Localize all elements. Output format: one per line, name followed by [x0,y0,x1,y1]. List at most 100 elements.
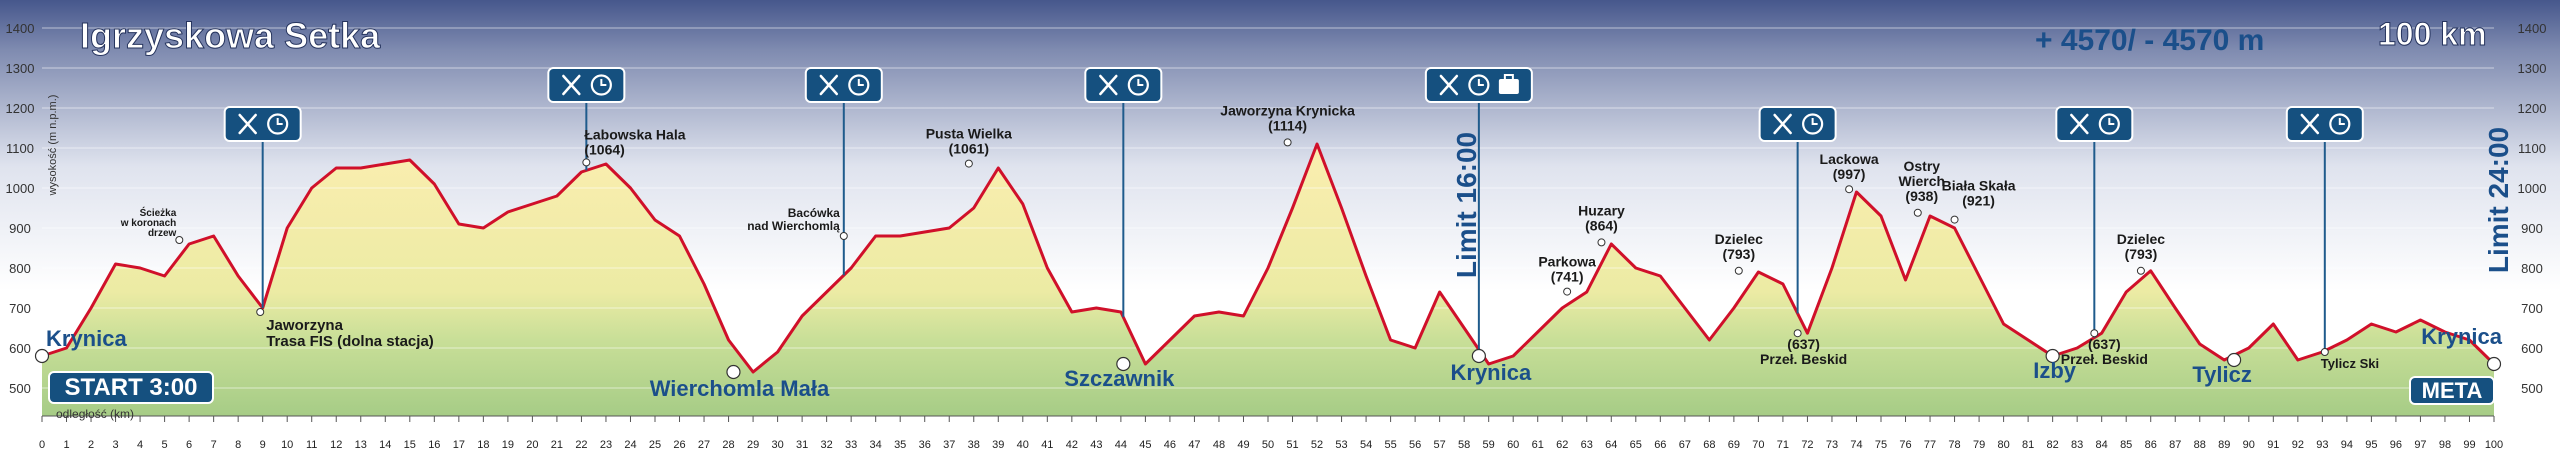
annotation-label: Przeł. Beskid [2061,351,2148,367]
x-tick-label: 87 [2169,439,2181,451]
y-tick-label: 900 [9,221,31,236]
y-tick-label: 1300 [2518,61,2547,76]
annotation-label: Lackowa [1820,151,1879,167]
axis-strip [0,416,2560,459]
x-tick-label: 84 [2096,439,2108,451]
x-tick-label: 44 [1115,439,1127,451]
annotation-label: (637) [1787,336,1820,352]
x-tick-label: 19 [502,439,514,451]
icon [857,79,864,86]
icon [2329,113,2351,135]
x-tick-label: 43 [1090,439,1102,451]
town-point [726,364,741,380]
x-tick-label: 58 [1458,439,1470,451]
x-tick-label: 15 [404,439,416,451]
x-tick-label: 55 [1384,439,1396,451]
start-box [48,371,214,404]
annotation-label: (864) [1585,217,1618,233]
x-tick-label: 65 [1630,439,1642,451]
town-label: Krynica [1451,360,1532,385]
annotation-label: Parkowa [1538,254,1596,270]
aid-station [2055,106,2134,142]
annotation-label: nad Wierchomlą [747,219,840,233]
icon [1468,74,1490,96]
annotation-label: (1114) [1268,117,1307,133]
x-tick-label: 45 [1139,439,1151,451]
x-tick-label: 3 [112,439,118,451]
x-tick-label: 5 [162,439,168,451]
y-tick-label: 800 [9,261,31,276]
y-tick-label: 1200 [2518,101,2547,116]
x-tick-label: 96 [2390,439,2402,451]
x-axis-label: odległość (km) [56,407,134,421]
annotation-point [1563,287,1572,296]
annotation-label: Łabowska Hala [584,126,685,142]
x-tick-label: 74 [1850,439,1862,451]
x-tick-label: 14 [379,439,391,451]
title: Igrzyskowa Setka [80,15,381,56]
x-tick-label: 18 [477,439,489,451]
x-tick-label: 95 [2365,439,2377,451]
y-tick-label: 900 [2521,221,2543,236]
icon [1773,113,1792,135]
station-box [2055,106,2134,142]
x-tick-label: 35 [894,439,906,451]
aid-station [1084,67,1163,103]
x-tick-label: 13 [355,439,367,451]
icon [1127,74,1149,96]
x-tick-label: 23 [600,439,612,451]
x-tick-label: 100 [2485,439,2503,451]
x-tick-label: 82 [2047,439,2059,451]
annotation-label: (793) [2125,246,2158,262]
icon [2300,113,2320,135]
town-point [2226,352,2242,368]
icon [2108,118,2115,125]
town-label: Krynica [46,326,127,351]
icon [2070,113,2089,135]
annotation-label: Biała Skała [1942,178,2016,194]
x-tick-label: 62 [1556,439,1568,451]
x-tick-label: 75 [1875,439,1887,451]
x-tick-label: 86 [2145,439,2157,451]
x-tick-label: 71 [1777,439,1789,451]
x-tick-label: 93 [2316,439,2328,451]
x-tick-label: 50 [1262,439,1274,451]
annotation-point [1597,238,1606,247]
y-tick-label: 700 [2521,301,2543,316]
x-tick-label: 61 [1532,439,1544,451]
x-tick-label: 2 [88,439,94,451]
x-tick-label: 10 [281,439,293,451]
elevation-gain: + 4570/ - 4570 m [2035,24,2264,57]
x-tick-label: 78 [1948,439,1960,451]
station-box [547,67,626,103]
icon [238,113,257,135]
x-tick-label: 42 [1066,439,1078,451]
x-tick-label: 38 [968,439,980,451]
x-tick-label: 92 [2292,439,2304,451]
x-tick-label: 76 [1899,439,1911,451]
icon [2338,118,2345,125]
annotation-label: Tylicz Ski [2321,356,2379,371]
aid-station [1424,67,1533,103]
station-box [223,106,302,142]
x-tick-label: 59 [1483,439,1495,451]
icon [562,74,581,96]
town-point [1116,356,1131,372]
x-tick-label: 72 [1801,439,1813,451]
x-tick-label: 28 [722,439,734,451]
x-tick-label: 9 [260,439,266,451]
x-tick-label: 12 [330,439,342,451]
annotation-point [175,236,184,244]
y-tick-label: 1000 [6,181,35,196]
x-tick-label: 30 [771,439,783,451]
annotation-point [1734,266,1743,275]
annotation-point [1913,208,1922,217]
town-point [2045,348,2060,364]
x-tick-label: 22 [575,439,587,451]
x-tick-label: 66 [1654,439,1666,451]
x-tick-label: 68 [1703,439,1715,451]
x-tick-label: 16 [428,439,440,451]
x-tick-label: 4 [137,439,143,451]
icon [600,79,607,86]
